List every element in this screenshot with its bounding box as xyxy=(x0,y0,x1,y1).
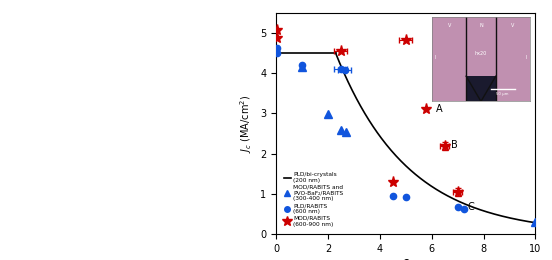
Text: A: A xyxy=(436,104,442,114)
Text: B: B xyxy=(451,140,458,150)
Text: C: C xyxy=(468,202,475,212)
Y-axis label: $J_c$ (MA/cm$^2$): $J_c$ (MA/cm$^2$) xyxy=(238,94,254,153)
X-axis label: θ: θ xyxy=(401,259,410,260)
Legend: PLD/bi-crystals
(200 nm), MOD/RABITS and
PVO-BaF₂/RABITS
(300-400 nm), PLD/RABIT: PLD/bi-crystals (200 nm), MOD/RABITS and… xyxy=(282,170,346,229)
